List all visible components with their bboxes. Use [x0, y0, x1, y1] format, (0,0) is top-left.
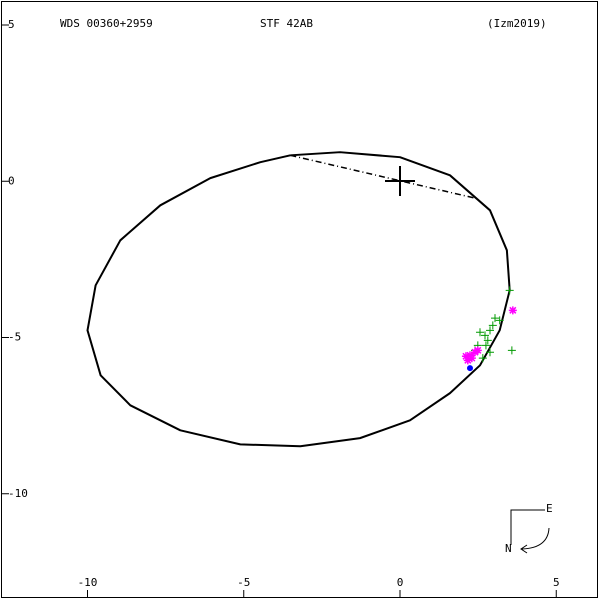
- compass-north: N: [505, 542, 512, 555]
- y-tick-label: -5: [8, 331, 21, 344]
- observation: [467, 354, 476, 363]
- observation: [463, 356, 472, 365]
- compass-arrow: [520, 527, 550, 554]
- observation: [483, 336, 492, 345]
- observation: [461, 352, 470, 361]
- observation: [486, 326, 494, 335]
- observation: [491, 314, 499, 323]
- line-of-nodes: [290, 154, 476, 199]
- observation: [467, 365, 473, 372]
- orbit: [86, 151, 511, 448]
- x-tick-label: -5: [237, 576, 250, 589]
- chart-title: WDS 00360+2959: [60, 17, 153, 30]
- x-tick-label: 0: [397, 576, 404, 589]
- observation: [505, 286, 514, 295]
- observation: [481, 331, 489, 340]
- observation: [473, 346, 482, 355]
- observation: [508, 306, 517, 315]
- reference: (Izm2019): [487, 17, 547, 30]
- observation: [478, 354, 487, 363]
- compass-axes: [510, 509, 545, 545]
- compass: [510, 509, 550, 554]
- observation: [495, 316, 504, 325]
- y-tick-label: -10: [8, 487, 28, 500]
- observation: [488, 321, 497, 330]
- observation: [481, 341, 490, 350]
- compass-east: E: [546, 502, 553, 515]
- chart-subtitle: STF 42AB: [260, 17, 313, 30]
- x-tick-label: -10: [78, 576, 98, 589]
- y-tick-label: 0: [8, 174, 15, 187]
- observation: [507, 346, 516, 355]
- y-tick-label: 5: [8, 18, 15, 31]
- observation: [476, 328, 484, 337]
- observation: [486, 348, 494, 357]
- x-tick-label: 5: [553, 576, 560, 589]
- primary: [385, 166, 415, 196]
